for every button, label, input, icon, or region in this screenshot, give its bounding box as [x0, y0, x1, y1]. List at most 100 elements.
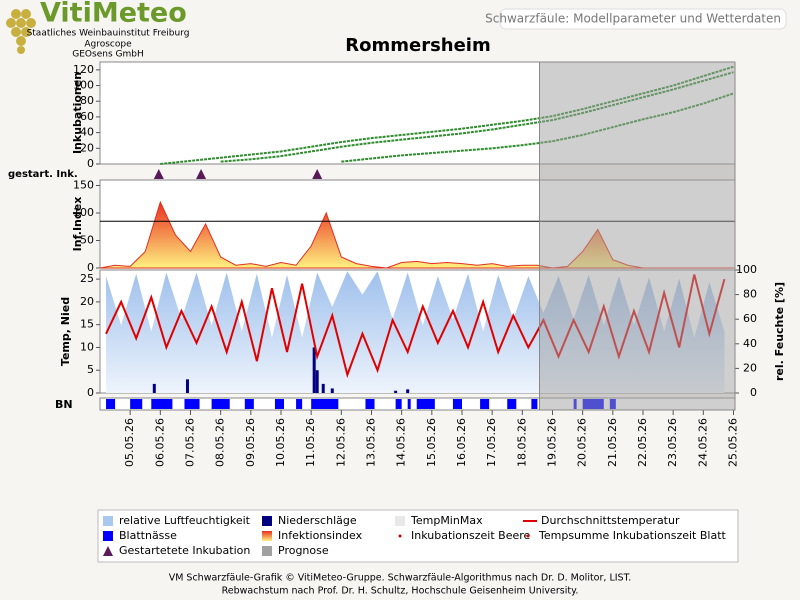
- wetness-bar: [480, 399, 490, 409]
- precip-bar: [330, 388, 334, 393]
- x-tick-label: 05.05.26: [123, 418, 136, 467]
- x-tick-label: 25.05.26: [726, 418, 739, 467]
- legend-dot: [398, 534, 402, 538]
- x-tick-label: 19.05.26: [545, 418, 558, 467]
- wetness-bar: [184, 399, 200, 409]
- x-tick-label: 11.05.26: [304, 418, 317, 467]
- y-tick-label: 100: [73, 206, 94, 219]
- y-tick-label: 80: [80, 94, 94, 107]
- x-tick-label: 06.05.26: [153, 418, 166, 467]
- x-tick-label: 13.05.26: [364, 418, 377, 467]
- y-tick-label: 60: [743, 312, 757, 325]
- y-tick-label: 40: [80, 126, 94, 139]
- legend-label: Infektionsindex: [278, 529, 363, 542]
- precip-bar: [321, 383, 325, 393]
- prognosis-region: [539, 61, 736, 411]
- legend-label: Inkubationszeit Beere: [411, 529, 531, 542]
- y-tick-label: 5: [87, 363, 94, 376]
- legend-label: Niederschläge: [278, 514, 357, 527]
- y-tick-label: 40: [743, 337, 757, 350]
- legend-marker: [103, 546, 113, 556]
- precip-bar: [312, 347, 316, 393]
- y-tick-label: 50: [80, 234, 94, 247]
- precip-bar: [315, 370, 319, 393]
- marker: [153, 169, 164, 179]
- x-tick-label: 24.05.26: [696, 418, 709, 467]
- x-tick-label: 12.05.26: [334, 418, 347, 467]
- legend-swatch: [395, 516, 405, 526]
- x-tick-label: 21.05.26: [606, 418, 619, 467]
- wetness-bar: [507, 399, 517, 409]
- y-tick-label: 150: [73, 179, 94, 192]
- x-tick-label: 07.05.26: [183, 418, 196, 467]
- legend-label: TempMinMax: [410, 514, 483, 527]
- row-label: BN: [55, 398, 73, 411]
- y-tick-label: 100: [736, 263, 757, 276]
- y-tick-label: 60: [80, 110, 94, 123]
- y-axis-title: Inf.Index: [71, 197, 84, 252]
- wetness-bar: [211, 399, 230, 409]
- marker: [196, 169, 207, 179]
- y-axis-title: Inkubationen: [71, 72, 84, 154]
- org: Staatliches Weinbauinstitut Freiburg: [27, 29, 190, 39]
- wetness-bar: [106, 399, 116, 409]
- wetness-bar: [407, 399, 411, 409]
- x-tick-label: 10.05.26: [274, 418, 287, 467]
- legend-label: Blattnässe: [119, 529, 177, 542]
- wetness-bar: [296, 399, 303, 409]
- incubation-line: [341, 92, 734, 163]
- legend-box: [97, 509, 739, 563]
- org: GEOsens GmbH: [72, 50, 143, 60]
- y-tick-label: 0: [750, 386, 757, 399]
- precip-bar: [185, 379, 189, 393]
- y-tick-label: 10: [80, 340, 94, 353]
- row-label: gestart. Ink.: [8, 169, 78, 180]
- precip-bar: [394, 390, 398, 393]
- wetness-bar: [416, 399, 435, 409]
- wetness-bar: [531, 399, 538, 409]
- logo: VitiMeteo: [40, 0, 187, 29]
- legend-label: Tempsumme Inkubationszeit Blatt: [538, 529, 727, 542]
- wetness-bar: [452, 399, 462, 409]
- legend-swatch: [103, 531, 113, 541]
- y-tick-label: 20: [80, 141, 94, 154]
- chart-title: Rommersheim: [345, 35, 491, 56]
- wetness-bar: [151, 399, 173, 409]
- y2-axis-title: rel. Feuchte [%]: [773, 282, 786, 381]
- x-tick-label: 17.05.26: [485, 418, 498, 467]
- legend-label: relative Luftfeuchtigkeit: [119, 514, 251, 527]
- wetness-bar: [244, 399, 254, 409]
- precip-bar: [152, 383, 156, 393]
- legend-swatch: [262, 516, 272, 526]
- x-tick-label: 14.05.26: [395, 418, 408, 467]
- y-axis-title: Temp, Nied: [59, 297, 72, 366]
- y-tick-label: 120: [73, 63, 94, 76]
- wetness-bar: [311, 399, 339, 409]
- y-tick-label: 80: [743, 288, 757, 301]
- y-tick-label: 0: [87, 386, 94, 399]
- x-tick-label: 22.05.26: [636, 418, 649, 467]
- x-tick-label: 09.05.26: [244, 418, 257, 467]
- wetness-bar: [395, 399, 402, 409]
- x-tick-label: 23.05.26: [666, 418, 679, 467]
- wetness-bar: [274, 399, 285, 409]
- y-tick-label: 25: [80, 272, 94, 285]
- x-tick-label: 08.05.26: [214, 418, 227, 467]
- y-tick-label: 15: [80, 318, 94, 331]
- wetness-bar: [365, 399, 375, 409]
- x-tick-label: 15.05.26: [425, 418, 438, 467]
- page-title: Schwarzfäule: Modellparameter und Wetter…: [485, 12, 781, 26]
- logo-grapes: [6, 9, 36, 54]
- x-tick-label: 20.05.26: [576, 418, 589, 467]
- y-tick-label: 100: [73, 79, 94, 92]
- footer: Rebwachstum nach Prof. Dr. H. Schultz, H…: [222, 586, 579, 597]
- y-tick-label: 0: [87, 261, 94, 274]
- legend-swatch: [262, 531, 272, 541]
- marker: [312, 169, 323, 179]
- y-tick-label: 0: [87, 157, 94, 170]
- legend-swatch: [103, 516, 113, 526]
- page-title-box: [499, 8, 787, 30]
- legend-swatch: [262, 546, 272, 556]
- footer: VM Schwarzfäule-Grafik © VitiMeteo-Grupp…: [169, 573, 632, 584]
